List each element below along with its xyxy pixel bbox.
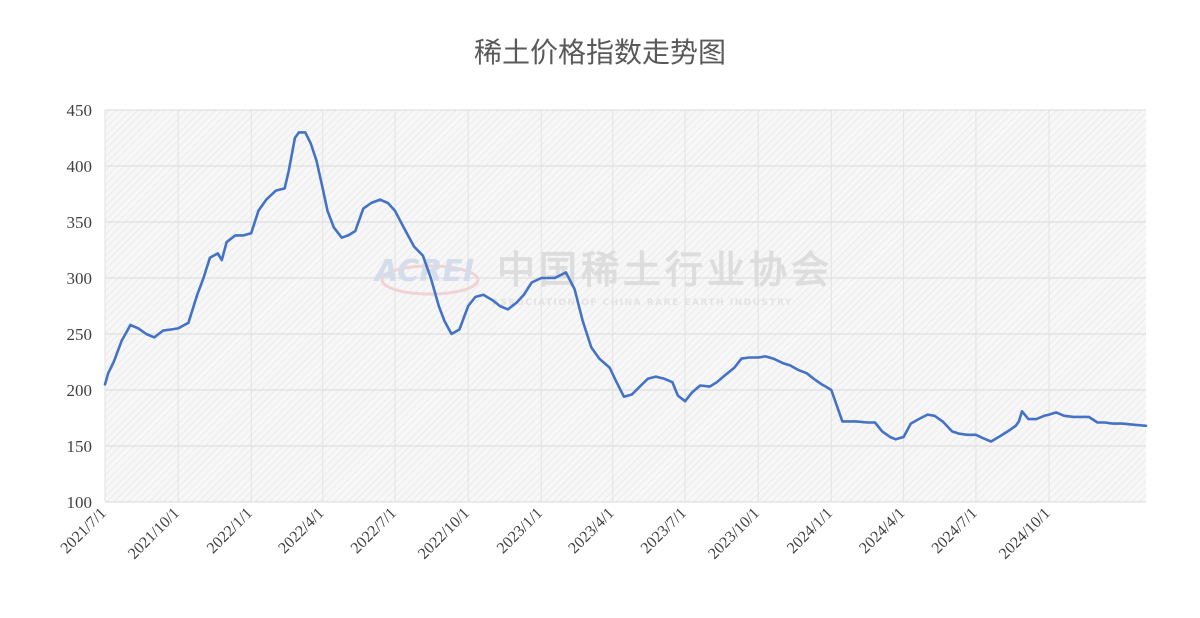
watermark-logo-swoosh bbox=[380, 264, 480, 296]
y-tick-label: 200 bbox=[67, 381, 93, 400]
x-tick-label: 2024/10/1 bbox=[996, 505, 1054, 563]
x-tick-label: 2023/10/1 bbox=[705, 505, 763, 563]
x-tick-label: 2022/4/1 bbox=[275, 505, 327, 557]
plot-area bbox=[105, 110, 1146, 502]
x-tick-label: 2021/7/1 bbox=[58, 505, 110, 557]
watermark: ACREI 中国稀土行业协会 ASSOCIATION OF CHINA RARE… bbox=[373, 247, 833, 308]
x-tick-label: 2023/7/1 bbox=[638, 505, 690, 557]
series-layer bbox=[103, 131, 1148, 443]
x-tick-label: 2022/7/1 bbox=[348, 505, 400, 557]
y-tick-label: 350 bbox=[67, 213, 93, 232]
x-tick-label: 2022/1/1 bbox=[204, 505, 256, 557]
y-gridlines bbox=[105, 109, 1146, 503]
x-tick-label: 2023/4/1 bbox=[565, 505, 617, 557]
y-tick-label: 450 bbox=[67, 101, 93, 120]
series-line bbox=[103, 131, 1148, 443]
x-tick-label: 2024/4/1 bbox=[856, 505, 908, 557]
x-tick-label: 2021/10/1 bbox=[125, 505, 183, 563]
x-tick-label: 2024/7/1 bbox=[929, 505, 981, 557]
y-tick-label: 250 bbox=[67, 325, 93, 344]
x-tick-label: 2022/10/1 bbox=[415, 505, 473, 563]
y-tick-label: 400 bbox=[67, 157, 93, 176]
watermark-english-name: ASSOCIATION OF CHINA RARE EARTH INDUSTRY bbox=[492, 298, 793, 308]
watermark-chinese-name: 中国稀土行业协会 bbox=[497, 247, 833, 292]
y-axis: 100 150 200 250 300 350 400 450 bbox=[67, 101, 93, 512]
y-tick-label: 150 bbox=[67, 437, 93, 456]
y-tick-label: 100 bbox=[67, 493, 93, 512]
x-tick-label: 2024/1/1 bbox=[784, 505, 836, 557]
x-axis: 2021/7/1 2021/10/1 2022/1/1 2022/4/1 2022/7/… bbox=[58, 505, 1054, 563]
y-tick-label: 300 bbox=[67, 269, 93, 288]
chart-title: 稀土价格指数走势图 bbox=[474, 36, 726, 69]
x-tick-label: 2023/1/1 bbox=[494, 505, 546, 557]
